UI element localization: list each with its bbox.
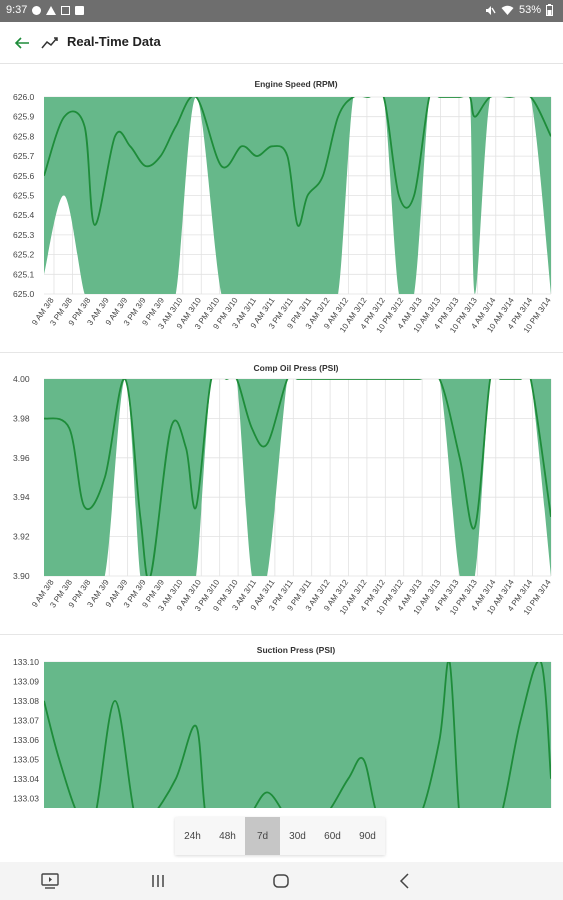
battery-icon [546, 4, 553, 16]
y-tick-label: 3.96 [13, 453, 30, 463]
app-bar: Real-Time Data [0, 22, 563, 64]
mute-icon [485, 5, 496, 15]
y-tick-label: 626.0 [13, 92, 35, 102]
page-title: Real-Time Data [67, 34, 161, 49]
engine-speed-plot[interactable]: Engine Speed (RPM) 626.0 625.9 625.8 625.7 62… [0, 70, 563, 350]
y-tick-label: 625.7 [13, 151, 35, 161]
comp-oil-press-chart: Comp Oil Press (PSI) 4.00 3.98 3.96 3.94 3.92… [0, 354, 563, 632]
suction-press-plot[interactable]: Suction Press (PSI) 133.10 133.09 133.08 133… [0, 636, 563, 812]
status-time: 9:37 [6, 4, 28, 16]
y-tick-label: 3.98 [13, 413, 30, 423]
y-tick-label: 625.6 [13, 171, 35, 181]
y-tick-label: 133.07 [13, 715, 39, 725]
y-tick-label: 625.3 [13, 230, 35, 240]
home-icon[interactable] [271, 871, 291, 891]
time-range-selector: 24h 48h 7d 30d 60d 90d [175, 817, 385, 855]
y-tick-label: 133.08 [13, 696, 39, 706]
y-tick-label: 3.90 [13, 571, 30, 581]
back-icon[interactable] [395, 871, 415, 891]
chart-title: Comp Oil Press (PSI) [253, 363, 338, 373]
trending-line-icon [41, 37, 58, 49]
series-line [44, 379, 551, 576]
series-line [44, 97, 551, 227]
range-7d-button[interactable]: 7d [245, 817, 280, 855]
system-nav-bar [0, 862, 563, 900]
confidence-band [44, 662, 551, 808]
chart-title: Suction Press (PSI) [257, 645, 336, 655]
series-line [44, 662, 551, 808]
y-tick-label: 625.4 [13, 210, 35, 220]
y-tick-label: 625.9 [13, 112, 35, 122]
whatsapp-icon [32, 5, 42, 15]
y-tick-label: 3.94 [13, 492, 30, 502]
confidence-band [44, 379, 551, 576]
recent-apps-icon[interactable] [148, 871, 168, 891]
y-tick-label: 4.00 [13, 374, 30, 384]
y-tick-label: 133.06 [13, 735, 39, 745]
y-tick-label: 133.05 [13, 754, 39, 764]
y-tick-label: 3.92 [13, 532, 30, 542]
y-tick-label: 133.09 [13, 676, 39, 686]
y-tick-label: 625.5 [13, 191, 35, 201]
arrow-left-icon[interactable] [10, 31, 34, 55]
suction-press-chart: Suction Press (PSI) 133.10 133.09 133.08 133… [0, 636, 563, 812]
chart-title: Engine Speed (RPM) [254, 79, 337, 89]
y-tick-label: 625.1 [13, 269, 35, 279]
status-bar: 9:37 53% [0, 0, 563, 22]
y-tick-label: 625.0 [13, 289, 35, 299]
range-90d-button[interactable]: 90d [359, 830, 376, 842]
comp-oil-press-plot[interactable]: Comp Oil Press (PSI) 4.00 3.98 3.96 3.94 3.92… [0, 354, 563, 632]
screen-icon[interactable] [40, 871, 60, 891]
y-tick-label: 625.8 [13, 131, 35, 141]
divider [0, 634, 563, 635]
y-tick-label: 133.04 [13, 774, 39, 784]
range-24h-button[interactable]: 24h [184, 830, 201, 842]
wifi-icon [501, 5, 514, 15]
range-30d-button[interactable]: 30d [289, 830, 306, 842]
engine-speed-chart: Engine Speed (RPM) 626.0 625.9 625.8 625.7 62… [0, 70, 563, 350]
alert-icon [46, 5, 57, 15]
range-48h-button[interactable]: 48h [219, 830, 236, 842]
y-tick-label: 133.10 [13, 657, 39, 667]
y-tick-label: 625.2 [13, 250, 35, 260]
range-60d-button[interactable]: 60d [324, 830, 341, 842]
divider [0, 352, 563, 353]
image-icon [75, 5, 85, 15]
confidence-band [44, 97, 551, 294]
battery-level: 53% [518, 4, 541, 16]
y-tick-label: 133.03 [13, 793, 39, 803]
close-box-icon [61, 5, 71, 15]
